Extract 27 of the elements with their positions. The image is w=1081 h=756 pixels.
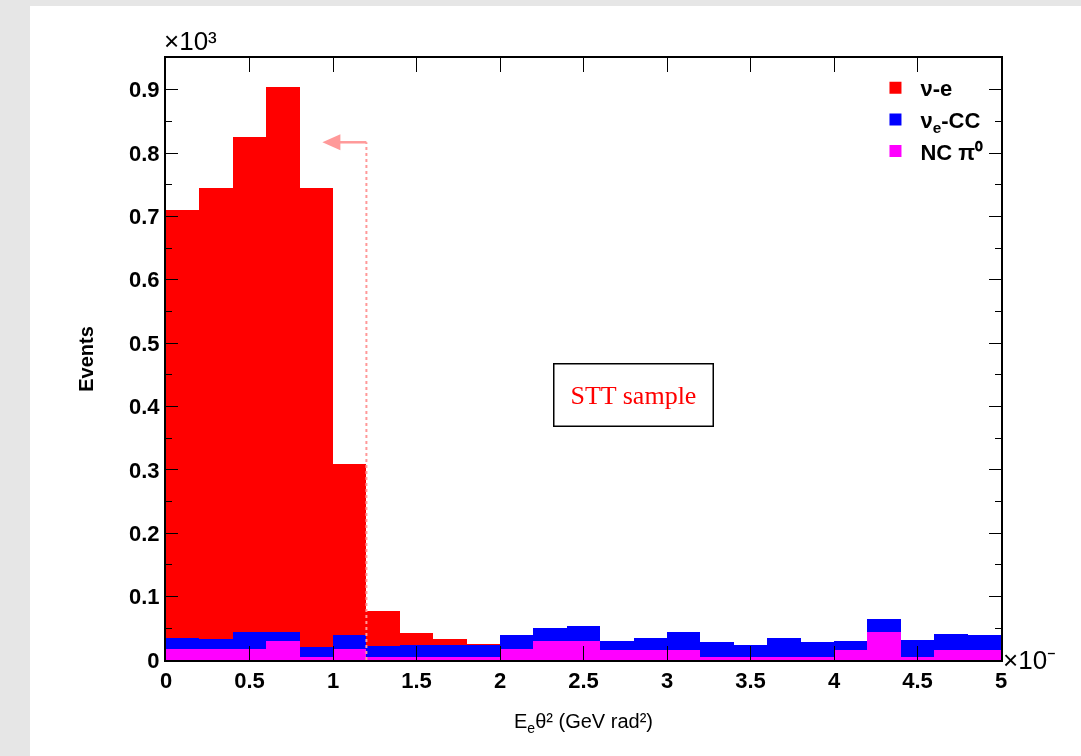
- y-tick-label: 0.6: [129, 267, 160, 293]
- text: ×10³: [164, 26, 218, 56]
- x-tick-label: 5: [994, 668, 1008, 694]
- y-tick-label: 0.3: [129, 457, 160, 483]
- legend-label: ν-e: [920, 76, 953, 102]
- x-tick-label: 2: [493, 668, 507, 694]
- y-tick-label: 0.4: [129, 394, 161, 420]
- x-tick-label: 2.5: [568, 668, 599, 694]
- y-tick-label: 0.9: [129, 77, 160, 103]
- y-tick-label: 0.2: [129, 520, 160, 546]
- y-tick-label: 0.8: [129, 140, 160, 166]
- x-tick-label: 3.5: [735, 668, 766, 694]
- y-tick-label: 0: [147, 647, 160, 673]
- annotation: STT sample: [570, 380, 697, 410]
- x-tick-label: 3: [660, 668, 674, 694]
- legend-label: ν$_{e}$-CC: [920, 108, 981, 136]
- x-tick-label: 1.5: [401, 668, 432, 694]
- y-tick-label: 0.5: [129, 330, 160, 356]
- y-axis-title: Events: [75, 326, 98, 392]
- legend-label: NC π⁰: [920, 139, 984, 165]
- y-tick-label: 0.1: [129, 584, 160, 610]
- x-tick-label: 0.5: [234, 668, 265, 694]
- y-tick-label: 0.7: [129, 204, 160, 230]
- x-tick-label: 4: [827, 668, 841, 694]
- x-tick-label: 1: [326, 668, 340, 694]
- x-axis-title: E$_{e}$θ² (GeV rad²): [514, 710, 653, 736]
- x-tick-label: 4.5: [902, 668, 933, 694]
